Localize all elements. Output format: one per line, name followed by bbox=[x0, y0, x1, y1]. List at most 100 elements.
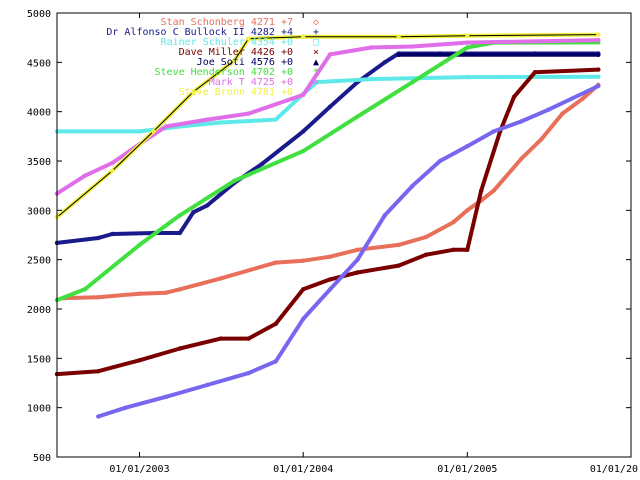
legend-label: Dr Alfonso C Bullock II 4282 +4 bbox=[106, 27, 293, 38]
data-point bbox=[596, 37, 601, 43]
data-point bbox=[246, 336, 251, 341]
data-point bbox=[110, 168, 115, 174]
data-point bbox=[518, 119, 524, 124]
data-point bbox=[177, 346, 183, 351]
data-point bbox=[82, 173, 88, 178]
data-point bbox=[301, 148, 306, 154]
data-point bbox=[137, 129, 142, 134]
data-point bbox=[96, 235, 101, 241]
data-point bbox=[301, 316, 306, 322]
series-center-line bbox=[56, 34, 599, 218]
data-point bbox=[110, 160, 115, 166]
y-tick-label: 500 bbox=[33, 453, 51, 464]
data-point bbox=[451, 247, 456, 252]
series-group bbox=[54, 32, 601, 419]
data-point bbox=[177, 230, 183, 236]
y-tick-label: 1500 bbox=[27, 354, 51, 365]
data-point bbox=[518, 156, 524, 162]
data-point bbox=[151, 129, 156, 134]
y-tick-label: 2500 bbox=[27, 256, 51, 267]
data-point bbox=[273, 359, 278, 364]
data-point bbox=[327, 277, 333, 282]
data-point bbox=[382, 60, 387, 65]
data-point bbox=[596, 32, 601, 37]
data-point bbox=[273, 260, 278, 265]
data-point bbox=[465, 45, 470, 50]
data-point bbox=[465, 33, 470, 38]
data-point bbox=[301, 34, 306, 39]
data-point bbox=[218, 336, 223, 341]
data-point bbox=[491, 129, 496, 134]
y-tick-label: 3500 bbox=[27, 157, 51, 168]
legend: Stan Schonberg 4271 +7 ◇ Dr Alfonso C Bull… bbox=[106, 17, 319, 98]
x-tick-label: 01/01/2003 bbox=[109, 464, 169, 475]
data-point bbox=[273, 117, 278, 122]
x-axis: 01/01/2003 01/01/2004 01/01/2005 01/01/20 bbox=[109, 13, 638, 475]
data-point bbox=[511, 94, 517, 100]
data-point bbox=[218, 120, 223, 125]
data-point bbox=[396, 263, 401, 268]
data-point bbox=[301, 287, 306, 292]
data-point bbox=[246, 370, 251, 376]
x-tick-label: 01/01/20 bbox=[590, 464, 638, 475]
data-point bbox=[96, 369, 101, 374]
x-tick-label: 01/01/2004 bbox=[273, 464, 333, 475]
data-point bbox=[546, 107, 551, 112]
data-point bbox=[163, 394, 169, 399]
legend-marker: × bbox=[313, 47, 319, 58]
data-point bbox=[218, 276, 223, 281]
y-tick-label: 4500 bbox=[27, 58, 51, 69]
data-point bbox=[205, 117, 210, 122]
y-tick-label: 5000 bbox=[27, 9, 51, 20]
y-tick-label: 2000 bbox=[27, 305, 51, 316]
data-point bbox=[437, 158, 443, 164]
data-point bbox=[327, 287, 333, 292]
data-point bbox=[96, 414, 101, 419]
data-point bbox=[163, 124, 169, 129]
data-point bbox=[96, 295, 101, 300]
data-point bbox=[465, 208, 470, 213]
data-point bbox=[327, 254, 333, 259]
legend-marker: · bbox=[313, 87, 319, 98]
data-point bbox=[123, 405, 128, 410]
data-point bbox=[177, 287, 183, 292]
data-point bbox=[301, 92, 306, 98]
data-point bbox=[539, 137, 544, 142]
data-point bbox=[191, 210, 196, 215]
legend-label: Mark T 4725 +0 bbox=[209, 77, 293, 88]
data-point bbox=[465, 247, 470, 252]
data-point bbox=[82, 287, 88, 292]
data-point bbox=[205, 203, 210, 208]
data-point bbox=[465, 144, 470, 149]
data-point bbox=[369, 76, 374, 82]
data-point bbox=[423, 234, 429, 240]
legend-marker: + bbox=[313, 27, 319, 38]
data-point bbox=[560, 111, 565, 116]
data-point bbox=[137, 242, 142, 248]
data-point bbox=[410, 183, 415, 188]
data-point bbox=[137, 291, 142, 296]
legend-label: Steve Henderson 4702 +0 bbox=[155, 67, 293, 78]
y-tick-label: 4000 bbox=[27, 108, 51, 119]
data-point bbox=[327, 104, 333, 109]
data-point bbox=[532, 70, 538, 75]
legend-marker: × bbox=[313, 77, 319, 88]
data-point bbox=[596, 52, 601, 57]
legend-label: Stan Schonberg 4271 +7 bbox=[161, 17, 293, 28]
data-point bbox=[596, 83, 601, 89]
data-point bbox=[479, 188, 484, 193]
data-point bbox=[580, 96, 585, 102]
data-point bbox=[314, 79, 320, 85]
series-4 bbox=[396, 52, 601, 57]
series-5 bbox=[54, 40, 601, 303]
x-tick-label: 01/01/2005 bbox=[437, 464, 497, 475]
data-point bbox=[191, 89, 196, 95]
data-point bbox=[246, 36, 251, 41]
legend-label: Dave Miller 4426 +0 bbox=[179, 47, 293, 58]
data-point bbox=[273, 321, 278, 326]
data-point bbox=[301, 129, 306, 134]
data-point bbox=[177, 213, 183, 218]
data-point bbox=[423, 252, 429, 257]
data-point bbox=[410, 79, 415, 85]
y-tick-label: 3000 bbox=[27, 206, 51, 217]
